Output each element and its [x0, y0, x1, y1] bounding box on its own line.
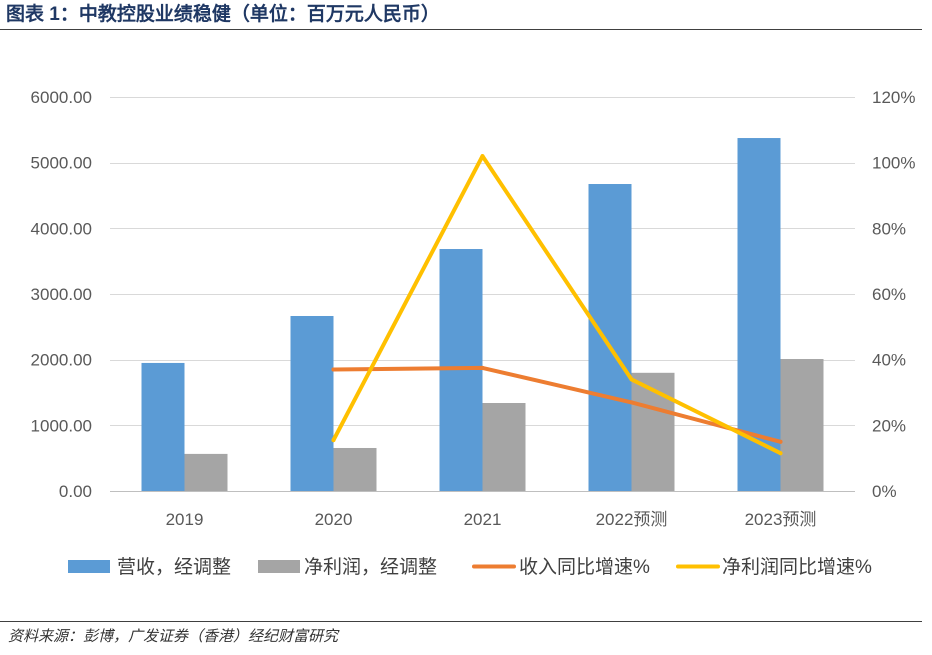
legend-swatch-net-profit [258, 560, 300, 573]
left-axis-tick-label: 5000.00 [31, 154, 92, 173]
net-profit-growth-point-1 [331, 438, 336, 443]
right-axis-tick-label: 100% [872, 154, 915, 173]
net-profit-growth-point-2 [480, 154, 485, 159]
bar-series-group [141, 138, 824, 491]
right-axis-tick-label: 60% [872, 285, 906, 304]
revenue-bar-3 [588, 184, 632, 491]
source-divider [0, 621, 922, 622]
right-axis: 0% 20% 40% 60% 80% 100% 120% [872, 88, 915, 501]
left-axis-tick-label: 0.00 [59, 482, 92, 501]
x-axis-category-label: 2023预测 [745, 510, 817, 529]
right-axis-tick-label: 0% [872, 482, 897, 501]
legend-swatch-revenue [68, 560, 110, 573]
title-divider [0, 29, 922, 30]
x-axis-category-label: 2021 [464, 510, 502, 529]
source-note: 资料来源：彭博，广发证券（香港）经纪财富研究 [8, 628, 339, 645]
legend-item-net-profit: 净利润，经调整 [258, 556, 437, 578]
left-axis-tick-label: 6000.00 [31, 88, 92, 107]
revenue-growth-point-3 [629, 400, 634, 405]
left-axis-tick-label: 4000.00 [31, 219, 92, 238]
net-profit-growth-line [331, 154, 783, 456]
left-axis-tick-label: 3000.00 [31, 285, 92, 304]
net-profit-bar-1 [333, 447, 377, 491]
net-profit-growth-point-3 [629, 377, 634, 382]
net-profit-bar-4 [780, 359, 824, 491]
legend-label-revenue: 营收，经调整 [117, 556, 231, 578]
right-axis-tick-label: 120% [872, 88, 915, 107]
revenue-growth-point-4 [778, 439, 783, 444]
net-profit-bar-3 [631, 372, 675, 491]
legend-label-revenue-growth: 收入同比增速% [519, 556, 650, 578]
x-axis-category-label: 2019 [166, 510, 204, 529]
left-axis-tick-label: 1000.00 [31, 416, 92, 435]
revenue-bar-0 [141, 362, 185, 491]
net-profit-growth-point-4 [778, 451, 783, 456]
x-axis-category-label: 2022预测 [596, 510, 668, 529]
left-axis: 0.00 1000.00 2000.00 3000.00 4000.00 5000.00 6… [31, 88, 92, 501]
left-axis-tick-label: 2000.00 [31, 351, 92, 370]
revenue-growth-point-2 [480, 365, 485, 370]
legend-item-revenue-growth: 收入同比增速% [472, 556, 650, 578]
x-axis: 2019 2020 2021 2022预测 2023预测 [166, 510, 817, 529]
legend-item-revenue: 营收，经调整 [68, 556, 231, 578]
right-axis-tick-label: 40% [872, 351, 906, 370]
net-profit-bar-0 [184, 453, 228, 491]
right-axis-tick-label: 20% [872, 416, 906, 435]
line-series-group [331, 154, 783, 456]
revenue-bar-1 [290, 315, 334, 491]
revenue-growth-point-1 [331, 367, 336, 372]
legend-label-net-profit: 净利润，经调整 [304, 556, 437, 578]
right-axis-tick-label: 80% [872, 219, 906, 238]
net-profit-bar-2 [482, 403, 526, 491]
chart-title: 图表 1：中教控股业绩稳健（单位：百万元人民币） [6, 4, 440, 25]
legend-label-net-profit-growth: 净利润同比增速% [722, 556, 872, 578]
x-axis-category-label: 2020 [315, 510, 353, 529]
revenue-growth-line [331, 365, 783, 444]
legend: 营收，经调整 净利润，经调整 收入同比增速% 净利润同比增速% [68, 556, 872, 578]
legend-item-net-profit-growth: 净利润同比增速% [676, 556, 872, 578]
